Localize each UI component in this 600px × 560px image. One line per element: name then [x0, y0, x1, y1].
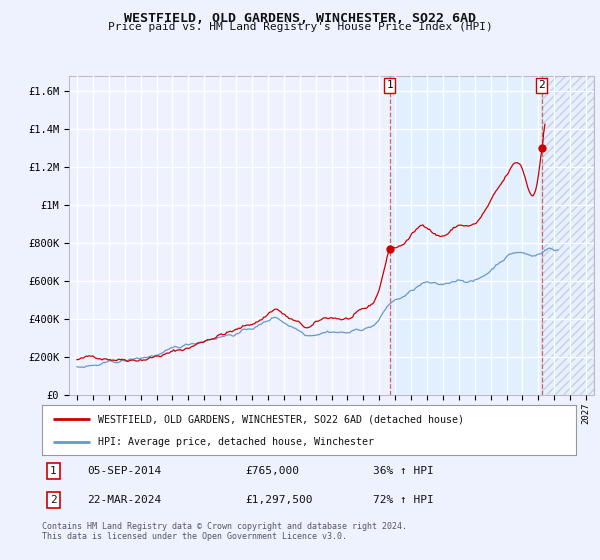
- Text: £765,000: £765,000: [245, 466, 299, 476]
- Text: 72% ↑ HPI: 72% ↑ HPI: [373, 495, 434, 505]
- Text: £1,297,500: £1,297,500: [245, 495, 313, 505]
- Text: WESTFIELD, OLD GARDENS, WINCHESTER, SO22 6AD: WESTFIELD, OLD GARDENS, WINCHESTER, SO22…: [124, 12, 476, 25]
- Bar: [542, 76, 594, 395]
- Bar: [390, 76, 542, 395]
- Text: 2: 2: [538, 81, 545, 90]
- Text: HPI: Average price, detached house, Winchester: HPI: Average price, detached house, Winc…: [98, 437, 374, 447]
- Text: Price paid vs. HM Land Registry's House Price Index (HPI): Price paid vs. HM Land Registry's House …: [107, 22, 493, 32]
- Text: 1: 1: [386, 81, 393, 90]
- Bar: [542, 76, 594, 395]
- Text: 22-MAR-2024: 22-MAR-2024: [88, 495, 161, 505]
- Text: 2: 2: [50, 495, 57, 505]
- Text: 36% ↑ HPI: 36% ↑ HPI: [373, 466, 434, 476]
- Text: 05-SEP-2014: 05-SEP-2014: [88, 466, 161, 476]
- Text: WESTFIELD, OLD GARDENS, WINCHESTER, SO22 6AD (detached house): WESTFIELD, OLD GARDENS, WINCHESTER, SO22…: [98, 414, 464, 424]
- Text: 1: 1: [50, 466, 57, 476]
- Text: Contains HM Land Registry data © Crown copyright and database right 2024.
This d: Contains HM Land Registry data © Crown c…: [42, 522, 407, 542]
